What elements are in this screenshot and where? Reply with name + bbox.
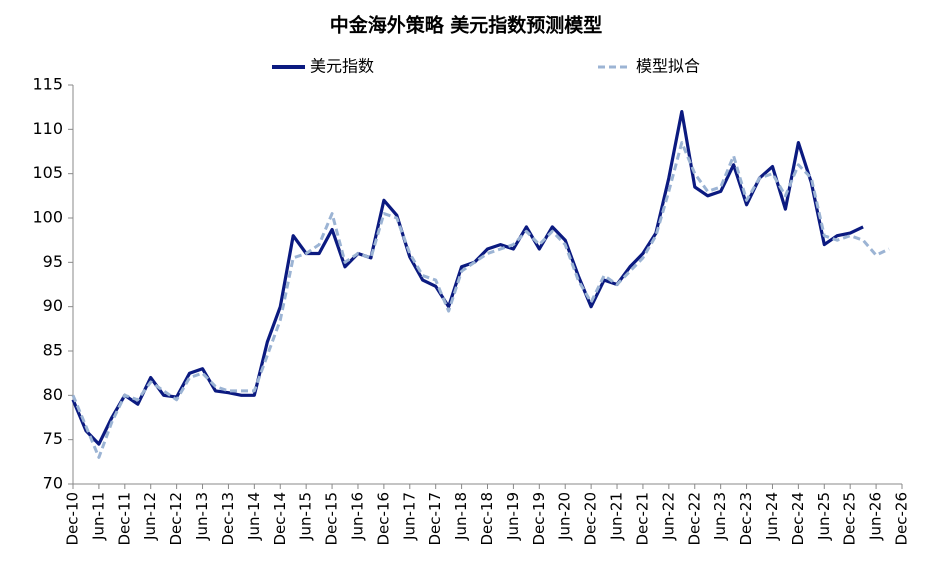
x-tick-label: Jun-25 [815, 492, 833, 541]
x-tick-label: Jun-14 [245, 492, 263, 541]
x-tick-label: Dec-19 [530, 492, 548, 546]
x-tick-label: Dec-16 [374, 492, 392, 546]
y-tick-label: 110 [32, 119, 63, 138]
x-tick-label: Jun-21 [608, 492, 626, 541]
x-tick-label: Jun-17 [400, 492, 418, 541]
series-line [71, 141, 890, 459]
x-tick-label: Dec-18 [478, 492, 496, 546]
x-tick-label: Jun-20 [556, 492, 574, 541]
y-tick-label: 75 [43, 429, 63, 448]
x-tick-label: Jun-13 [193, 492, 211, 541]
x-tick-label: Jun-12 [141, 492, 159, 541]
x-tick-label: Dec-26 [893, 492, 911, 546]
x-tick-label: Jun-19 [504, 492, 522, 541]
y-tick-label: 70 [43, 474, 63, 493]
x-tick-label: Dec-11 [115, 492, 133, 546]
legend-label: 模型拟合 [636, 57, 700, 76]
x-tick-label: Dec-13 [219, 492, 237, 546]
x-tick-label: Jun-18 [452, 492, 470, 541]
x-tick-label: Dec-17 [426, 492, 444, 546]
y-tick-label: 85 [43, 341, 63, 360]
chart-title: 中金海外策略 美元指数预测模型 [330, 14, 603, 37]
x-tick-label: Dec-10 [64, 492, 82, 546]
y-tick-label: 115 [32, 75, 63, 94]
x-tick-label: Jun-15 [297, 492, 315, 541]
x-tick-label: Dec-25 [841, 492, 859, 546]
x-tick-label: Jun-16 [348, 492, 366, 541]
x-tick-label: Dec-21 [633, 492, 651, 546]
y-tick-label: 90 [43, 296, 63, 315]
x-tick-label: Dec-12 [167, 492, 185, 546]
x-tick-label: Jun-22 [659, 492, 677, 541]
x-tick-label: Dec-15 [323, 492, 341, 546]
y-tick-label: 105 [32, 163, 63, 182]
x-tick-label: Dec-14 [271, 492, 289, 546]
y-tick-label: 80 [43, 385, 63, 404]
y-tick-label: 95 [43, 252, 63, 271]
series-line [71, 110, 864, 446]
x-tick-label: Dec-22 [685, 492, 703, 546]
x-tick-label: Dec-23 [737, 492, 755, 546]
x-tick-label: Dec-20 [582, 492, 600, 546]
legend-label: 美元指数 [310, 57, 374, 76]
x-tick-label: Dec-24 [789, 492, 807, 546]
x-tick-label: Jun-24 [763, 492, 781, 541]
x-tick-label: Jun-23 [711, 492, 729, 541]
x-tick-label: Jun-26 [867, 492, 885, 541]
x-tick-label: Jun-11 [89, 492, 107, 541]
y-tick-label: 100 [32, 208, 63, 227]
